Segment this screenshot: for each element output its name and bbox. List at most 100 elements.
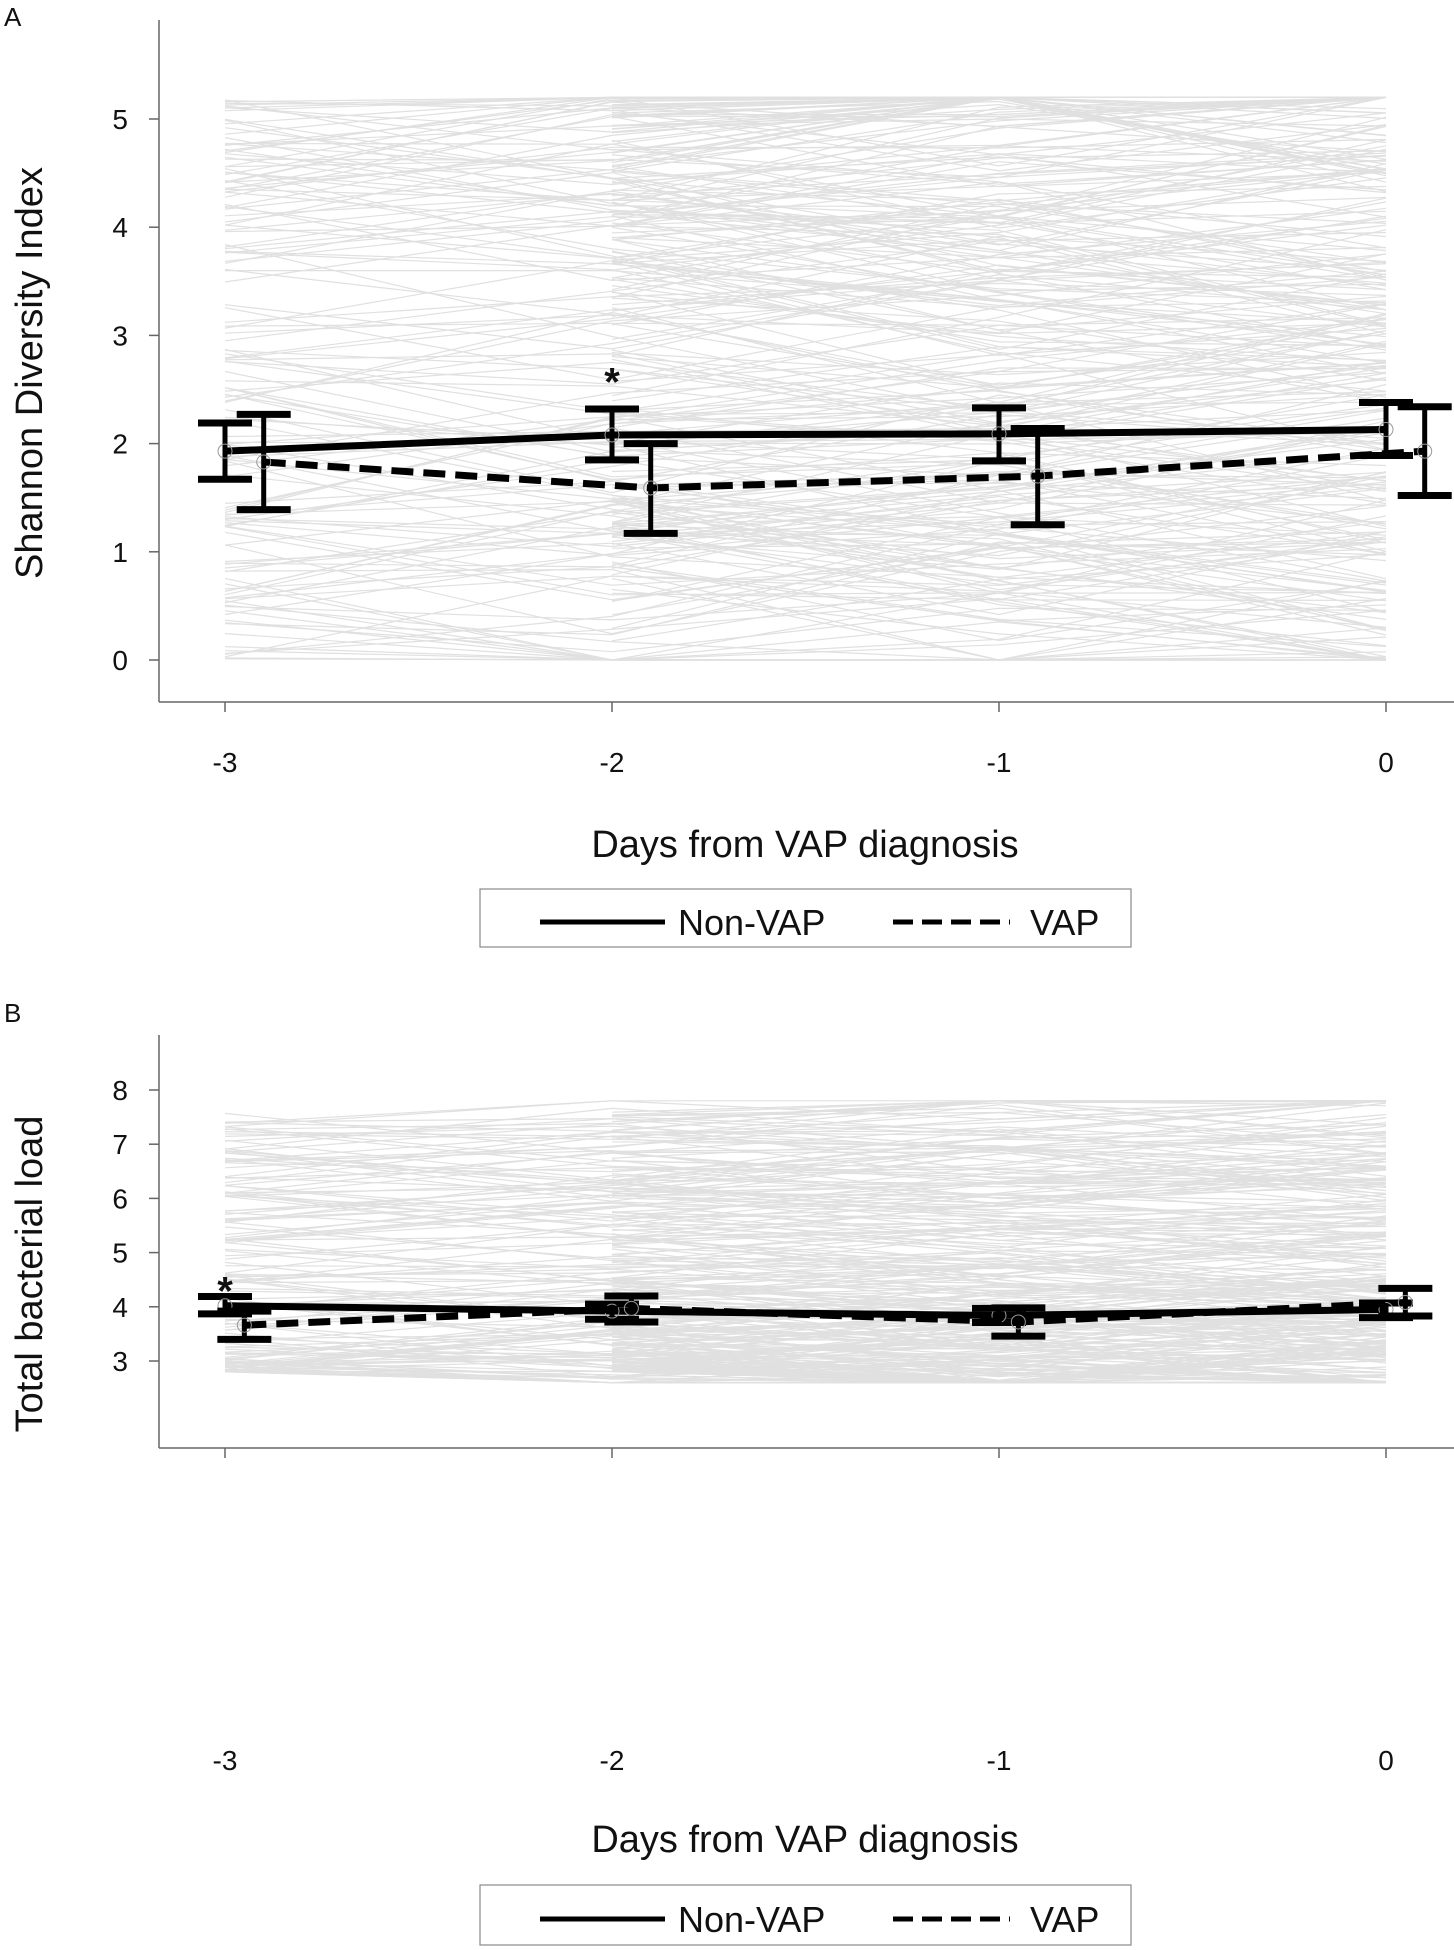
trajectory-line bbox=[224, 1348, 1387, 1384]
trajectory-line bbox=[224, 330, 1387, 509]
trajectory-line bbox=[225, 270, 1387, 338]
trajectory-line bbox=[224, 1100, 1387, 1136]
y-tick-label: 6 bbox=[112, 1183, 128, 1214]
trajectory-line bbox=[224, 1238, 1387, 1294]
trajectory-line bbox=[224, 600, 1387, 661]
trajectory-line bbox=[224, 96, 1387, 264]
trajectory-line bbox=[611, 1159, 1387, 1205]
trajectory-line bbox=[611, 139, 1387, 229]
trajectory-line bbox=[224, 418, 1387, 582]
legend: Non-VAP VAP bbox=[479, 1884, 1132, 1946]
x-axis-label: Days from VAP diagnosis bbox=[591, 1819, 1018, 1861]
y-tick-label: 2 bbox=[112, 429, 128, 460]
trajectory-line bbox=[611, 96, 1387, 172]
trajectory-line bbox=[224, 311, 1387, 445]
trajectory-line bbox=[224, 260, 1387, 345]
series-vap bbox=[236, 403, 1452, 537]
x-tick-label: 0 bbox=[1378, 747, 1394, 778]
trajectory-line bbox=[611, 196, 1387, 298]
trajectory-line bbox=[224, 387, 1387, 477]
trajectory-line bbox=[611, 1336, 1387, 1363]
x-tick-label: -3 bbox=[213, 1745, 238, 1776]
trajectory-line bbox=[224, 416, 1387, 535]
trajectory-line bbox=[611, 189, 1387, 238]
trajectory-line bbox=[611, 352, 1387, 451]
trajectory-line bbox=[224, 471, 1387, 530]
trajectory-line bbox=[611, 1221, 1387, 1265]
y-tick-label: 0 bbox=[112, 645, 128, 676]
trajectory-line bbox=[224, 1138, 1387, 1185]
trajectory-line bbox=[224, 1144, 1387, 1186]
trajectory-line bbox=[611, 1259, 1387, 1290]
trajectory-line bbox=[224, 1118, 1387, 1199]
trajectory-line bbox=[224, 1358, 1386, 1384]
x-tick-label: -3 bbox=[213, 747, 238, 778]
series-line bbox=[244, 1298, 1406, 1329]
trajectory-line bbox=[224, 470, 1387, 546]
trajectory-line bbox=[611, 1128, 1387, 1179]
data-point bbox=[236, 1317, 252, 1333]
trajectory-line bbox=[224, 96, 1387, 202]
trajectory-line bbox=[611, 220, 1387, 326]
trajectory-line bbox=[224, 499, 1387, 596]
individual-trajectories bbox=[224, 96, 1387, 661]
data-point bbox=[256, 454, 272, 470]
trajectory-line bbox=[611, 201, 1387, 273]
trajectory-line bbox=[611, 420, 1387, 545]
legend-label-non-vap: Non-VAP bbox=[678, 1899, 825, 1940]
trajectory-line bbox=[224, 353, 1387, 457]
y-tick-label: 5 bbox=[112, 104, 128, 135]
trajectory-line bbox=[224, 138, 1387, 193]
trajectory-line bbox=[611, 494, 1387, 526]
trajectory-line bbox=[611, 429, 1387, 513]
legend-box bbox=[479, 888, 1132, 948]
trajectory-line bbox=[611, 229, 1387, 397]
trajectory-line bbox=[224, 318, 1387, 511]
x-tick-label: -1 bbox=[987, 1745, 1012, 1776]
trajectory-line bbox=[224, 99, 1387, 217]
legend: Non-VAP VAP bbox=[479, 888, 1132, 948]
trajectory-line bbox=[224, 377, 1387, 458]
data-point bbox=[1417, 443, 1433, 459]
trajectory-line bbox=[224, 116, 1387, 191]
trajectory-line bbox=[224, 621, 1387, 661]
trajectory-line bbox=[224, 532, 1387, 594]
data-point bbox=[623, 1300, 639, 1316]
trajectory-line bbox=[611, 1100, 1387, 1123]
trajectory-line bbox=[611, 1199, 1387, 1249]
trajectory-line bbox=[611, 1212, 1387, 1227]
trajectory-line bbox=[224, 1201, 1387, 1262]
y-tick-label: 3 bbox=[112, 1346, 128, 1377]
trajectory-line bbox=[611, 1124, 1387, 1182]
trajectory-line bbox=[224, 1249, 1387, 1306]
trajectory-line bbox=[611, 1126, 1387, 1154]
trajectory-line bbox=[224, 1268, 1387, 1298]
trajectory-line bbox=[611, 553, 1387, 642]
trajectory-line bbox=[224, 505, 1387, 635]
trajectory-line bbox=[611, 167, 1387, 261]
trajectory-line bbox=[224, 1131, 1387, 1149]
trajectory-line bbox=[611, 475, 1387, 557]
trajectory-line bbox=[611, 96, 1387, 118]
trajectory-line bbox=[224, 96, 1386, 133]
trajectory-line bbox=[611, 152, 1387, 216]
y-axis-label: Shannon Diversity Index bbox=[9, 167, 51, 579]
panel-b: B 3 4 5 6 7 8 -3 -2 -1 0 Days from VAP diagnosis Tot… bbox=[4, 998, 1454, 1946]
legend-label-vap: VAP bbox=[1030, 1899, 1099, 1940]
trajectory-line bbox=[611, 285, 1387, 362]
trajectory-line bbox=[224, 367, 1387, 427]
trajectory-line bbox=[611, 203, 1387, 259]
trajectory-line bbox=[611, 1351, 1387, 1361]
trajectory-line bbox=[224, 1194, 1387, 1226]
trajectory-line bbox=[611, 178, 1387, 348]
trajectory-line bbox=[224, 460, 1387, 595]
trajectory-line bbox=[611, 199, 1387, 311]
trajectory-line bbox=[611, 1331, 1387, 1373]
trajectory-line bbox=[224, 541, 1387, 636]
trajectory-line bbox=[224, 116, 1387, 283]
trajectory-line bbox=[611, 239, 1387, 292]
data-point bbox=[643, 480, 659, 496]
trajectory-line bbox=[611, 367, 1387, 429]
trajectory-line bbox=[611, 1152, 1387, 1183]
x-tick-label: -2 bbox=[600, 747, 625, 778]
